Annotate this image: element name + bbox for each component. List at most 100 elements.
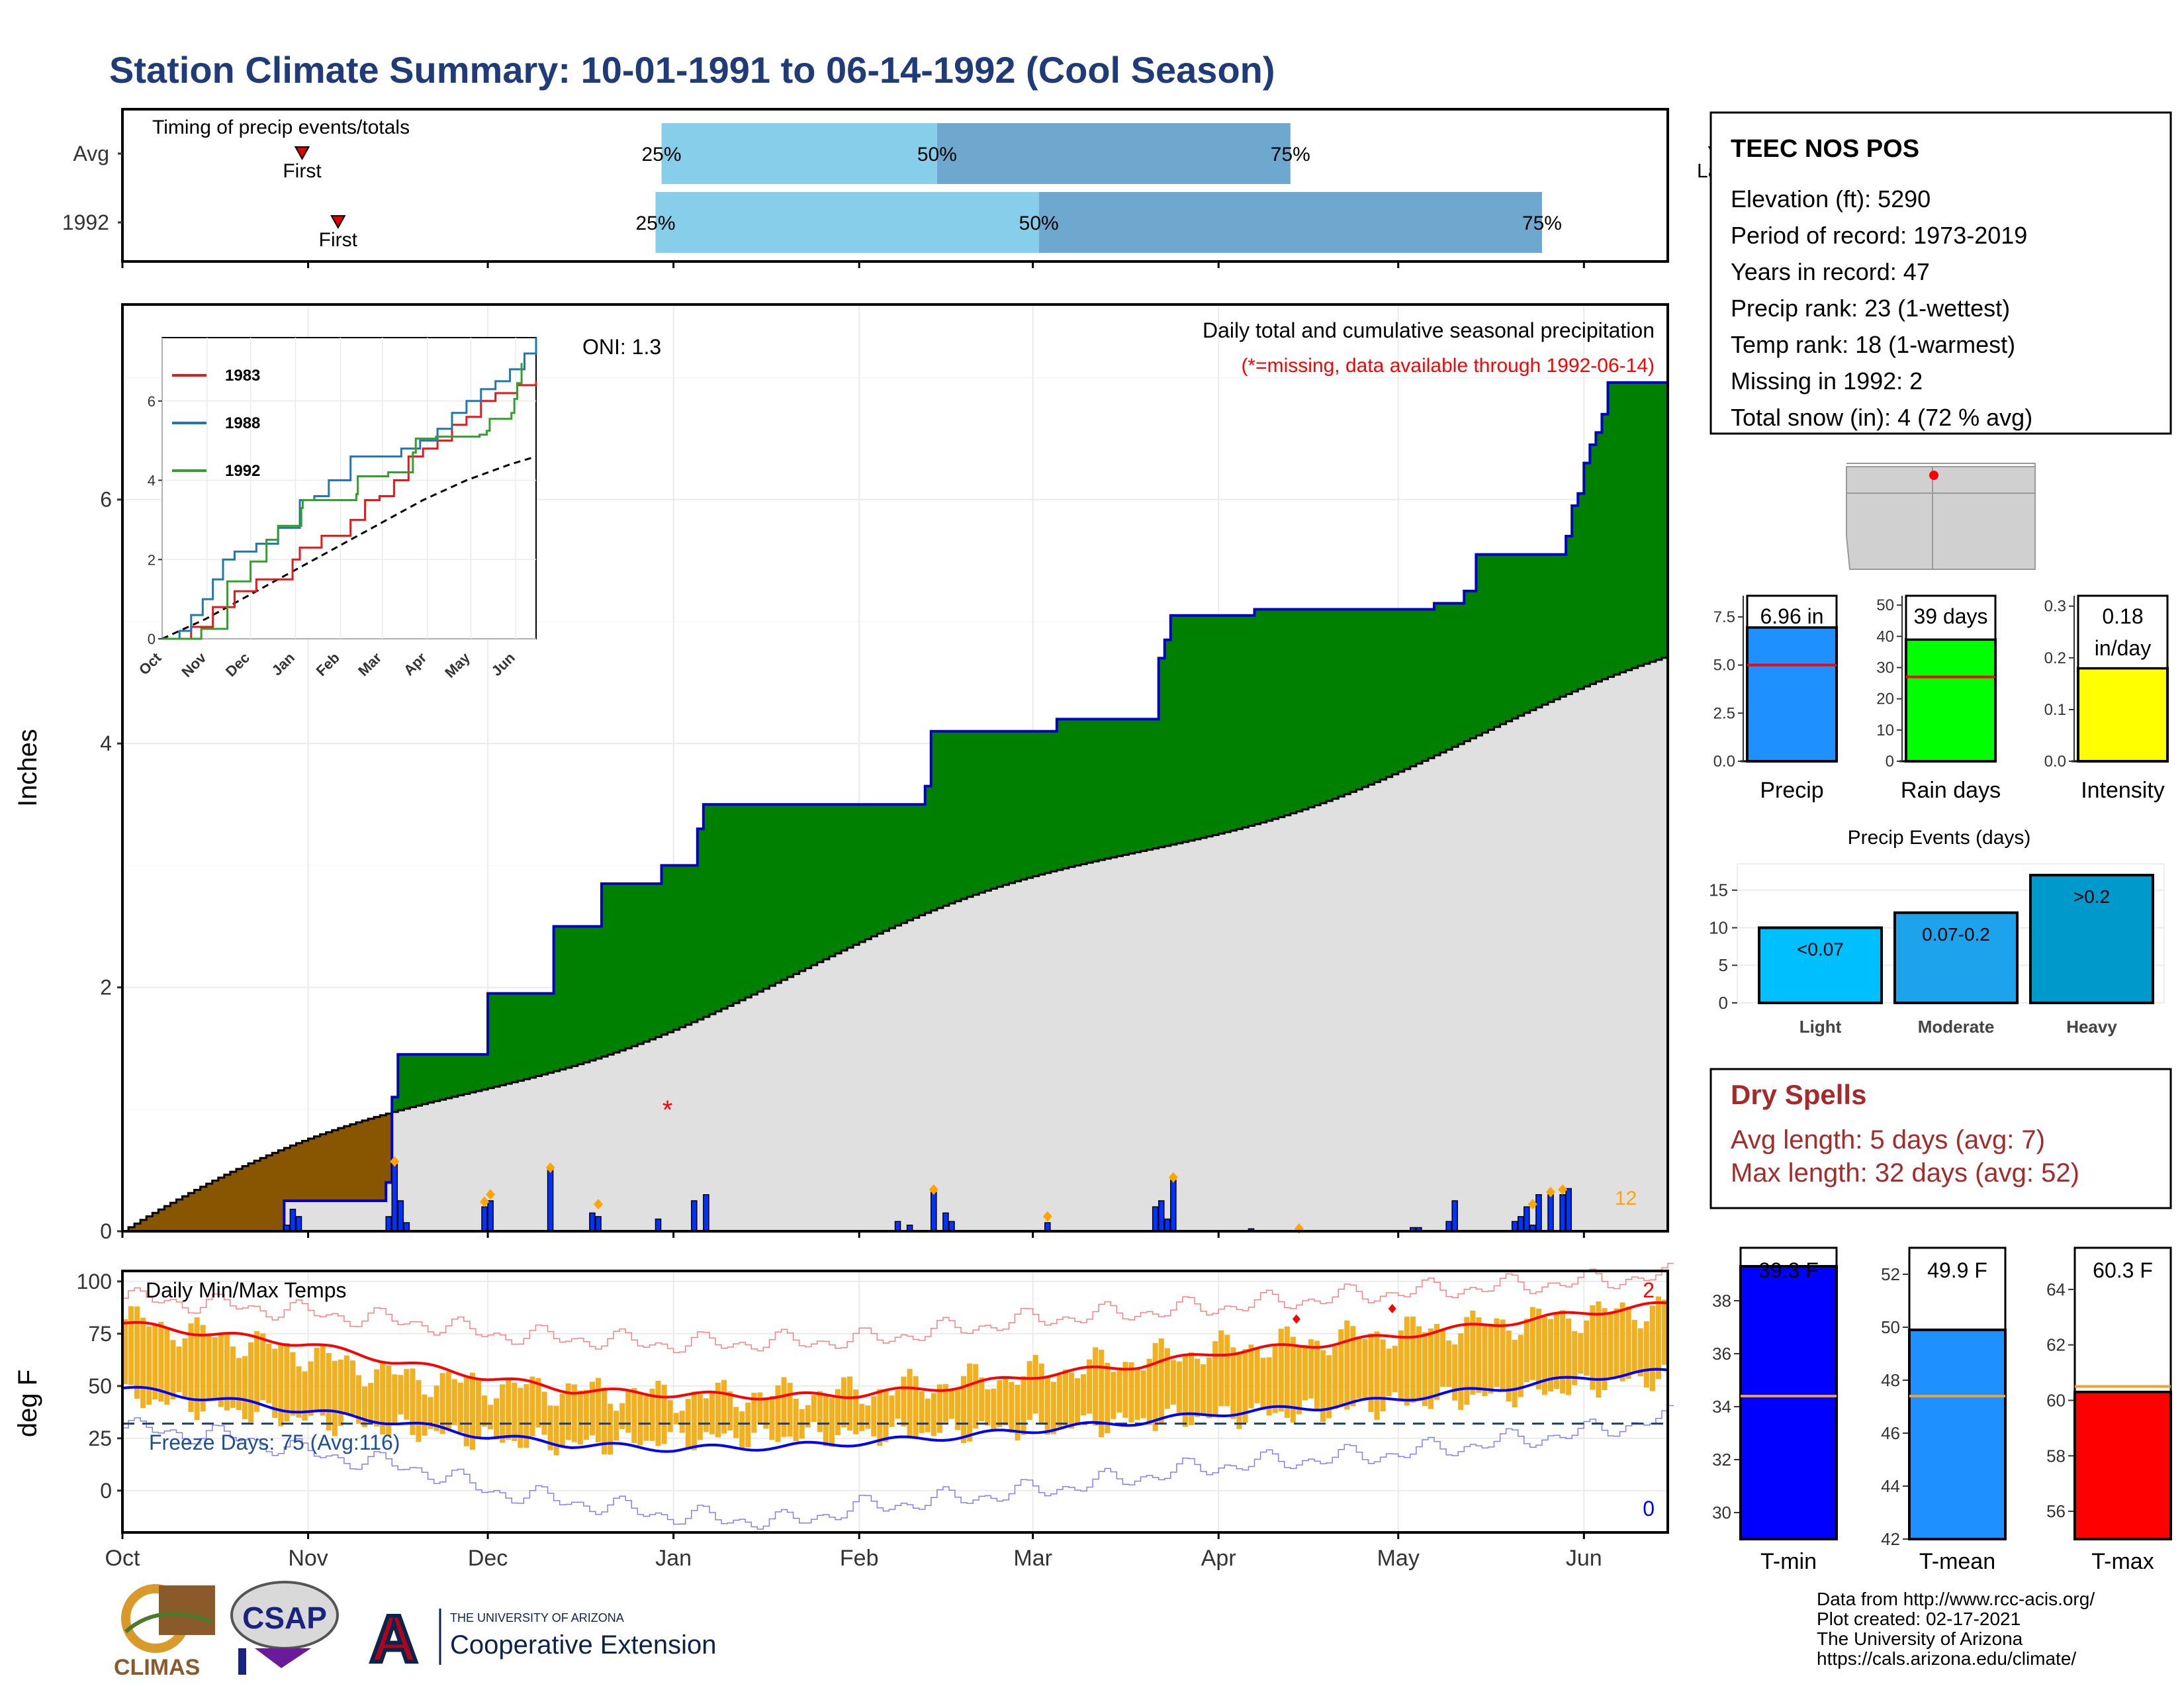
daily-temp-bar <box>1440 1329 1446 1387</box>
daily-temp-bar <box>1488 1324 1494 1393</box>
daily-temp-bar <box>362 1386 368 1428</box>
timing-row-label: 1992 <box>62 211 109 234</box>
daily-temp-bar <box>1602 1308 1608 1391</box>
station-info-line: Total snow (in): 4 (72 % avg) <box>1731 404 2032 431</box>
daily-temp-bar <box>296 1366 302 1418</box>
events-bar-label: 0.07-0.2 <box>1922 924 1990 945</box>
daily-temp-bar <box>386 1365 392 1436</box>
daily-temp-bar <box>1272 1343 1278 1413</box>
daily-temp-bar <box>439 1373 445 1434</box>
heavy-event-marker <box>593 1199 603 1210</box>
daily-precip-bar <box>1158 1200 1165 1232</box>
summary-bar-ytick-label: 30 <box>1876 659 1894 677</box>
events-ytick-label: 0 <box>1719 993 1728 1013</box>
summary-bar-value: 6.96 in <box>1760 604 1823 628</box>
temp-bar-T-min <box>1739 1265 1838 1540</box>
daily-temp-bar <box>1614 1308 1619 1378</box>
summary-bars: 6.96 in 0.0 2.5 5.0 7.5 Precip 39 days 0 10 20 30 4… <box>1713 594 2169 803</box>
page-title: Station Climate Summary: 10-01-1991 to 0… <box>109 49 1275 91</box>
daily-temp-bar <box>290 1352 296 1416</box>
daily-temp-bar <box>140 1317 146 1408</box>
temps-count-high: 2 <box>1643 1278 1655 1302</box>
daily-temp-bar <box>218 1333 224 1407</box>
daily-precip-bar <box>942 1212 949 1232</box>
inset-frame <box>161 337 537 639</box>
summary-bar-value: 39 days <box>1913 604 1987 628</box>
daily-temp-bar <box>1032 1354 1038 1414</box>
daily-temp-bar <box>164 1327 170 1405</box>
daily-temp-bar <box>1236 1353 1242 1429</box>
summary-bar-Precip <box>1746 626 1838 763</box>
daily-temp-bar <box>494 1398 500 1440</box>
daily-temp-bar <box>355 1375 362 1424</box>
summary-bar-ytick-label: 0.3 <box>2044 598 2066 616</box>
daily-temp-bar <box>1081 1374 1087 1416</box>
daily-temp-bar <box>457 1382 463 1432</box>
footer: Data from http://www.rcc-acis.org/Plot c… <box>114 1581 2095 1680</box>
timing-p25-label: 25% <box>635 212 675 234</box>
summary-bar-value: 0.18 <box>2102 604 2143 628</box>
daily-temp-bar <box>703 1398 709 1432</box>
daily-temp-bar <box>1062 1369 1068 1426</box>
daily-precip-bar <box>295 1216 302 1232</box>
inset-series-line-1983 <box>162 381 537 640</box>
summary-bar-ytick-label: 0.1 <box>2044 701 2066 719</box>
temp-bar-ytick-label: 52 <box>1881 1264 1900 1284</box>
daily-temp-bar <box>991 1388 997 1430</box>
daily-temp-bar <box>614 1411 619 1441</box>
summary-bar-xlabel: Precip <box>1760 778 1823 803</box>
summary-bar-ytick-label: 0.0 <box>2044 753 2066 771</box>
heavy-event-marker <box>486 1189 496 1200</box>
daily-temp-bar <box>1458 1333 1464 1410</box>
month-label: Oct <box>105 1546 140 1571</box>
temps-ytick-label: 25 <box>88 1427 112 1450</box>
daily-temp-bar <box>919 1391 925 1433</box>
temp-bar-value: 60.3 F <box>2093 1258 2153 1282</box>
daily-temp-bar <box>368 1383 374 1425</box>
temps-frame <box>121 1270 1669 1534</box>
precip-ytick-label: 0 <box>100 1219 112 1243</box>
credits: Data from http://www.rcc-acis.org/Plot c… <box>1817 1589 2095 1669</box>
daily-temp-bar <box>482 1395 488 1427</box>
climas-logo-swoosh <box>124 1612 213 1634</box>
heavy-event-marker <box>1168 1172 1178 1183</box>
daily-temp-bar <box>1278 1329 1284 1412</box>
daily-precip-bar <box>547 1170 554 1232</box>
summary-bar-ytick-label: 40 <box>1876 628 1894 645</box>
timing-bar-50-75 <box>1038 192 1542 253</box>
daily-temp-bar <box>805 1405 811 1428</box>
daily-temp-bar <box>907 1368 913 1438</box>
daily-temp-bar <box>769 1395 775 1440</box>
daily-temp-bar <box>1212 1341 1218 1415</box>
daily-temp-bar <box>829 1397 835 1447</box>
daily-temp-bar <box>1164 1348 1170 1409</box>
daily-temp-bar <box>1188 1352 1195 1425</box>
station-frame <box>1709 111 2172 435</box>
daily-temp-bar <box>781 1377 787 1437</box>
temp-bar-ytick-label: 62 <box>2046 1335 2066 1355</box>
daily-temp-bar <box>128 1306 134 1385</box>
temp-bar-ytick-label: 30 <box>1712 1503 1731 1523</box>
daily-temp-bar <box>955 1388 961 1430</box>
daily-temp-bar <box>1464 1317 1470 1405</box>
daily-temp-bar <box>1643 1321 1649 1388</box>
daily-temp-bar <box>422 1394 428 1436</box>
daily-temp-bar <box>529 1376 535 1436</box>
daily-temp-bar <box>1356 1336 1362 1399</box>
daily-temp-bar <box>1661 1299 1667 1365</box>
timing-bar-50-75 <box>936 123 1291 184</box>
summary-bar-ytick-label: 5.0 <box>1713 657 1735 675</box>
daily-temp-bar <box>260 1333 266 1401</box>
daily-temp-bar <box>883 1391 889 1442</box>
daily-temp-bar <box>1398 1330 1404 1401</box>
daily-temp-bar <box>1422 1332 1428 1407</box>
events-ytick-label: 5 <box>1719 955 1728 975</box>
daily-precip-bar <box>487 1200 494 1232</box>
daily-temp-bar <box>230 1346 236 1408</box>
temp-bar-ytick-label: 36 <box>1712 1344 1731 1364</box>
daily-temp-bar <box>518 1387 523 1448</box>
daily-temp-bar <box>745 1402 751 1448</box>
daily-temp-bar <box>1494 1318 1500 1387</box>
dry-spells-title: Dry Spells <box>1731 1079 1866 1110</box>
